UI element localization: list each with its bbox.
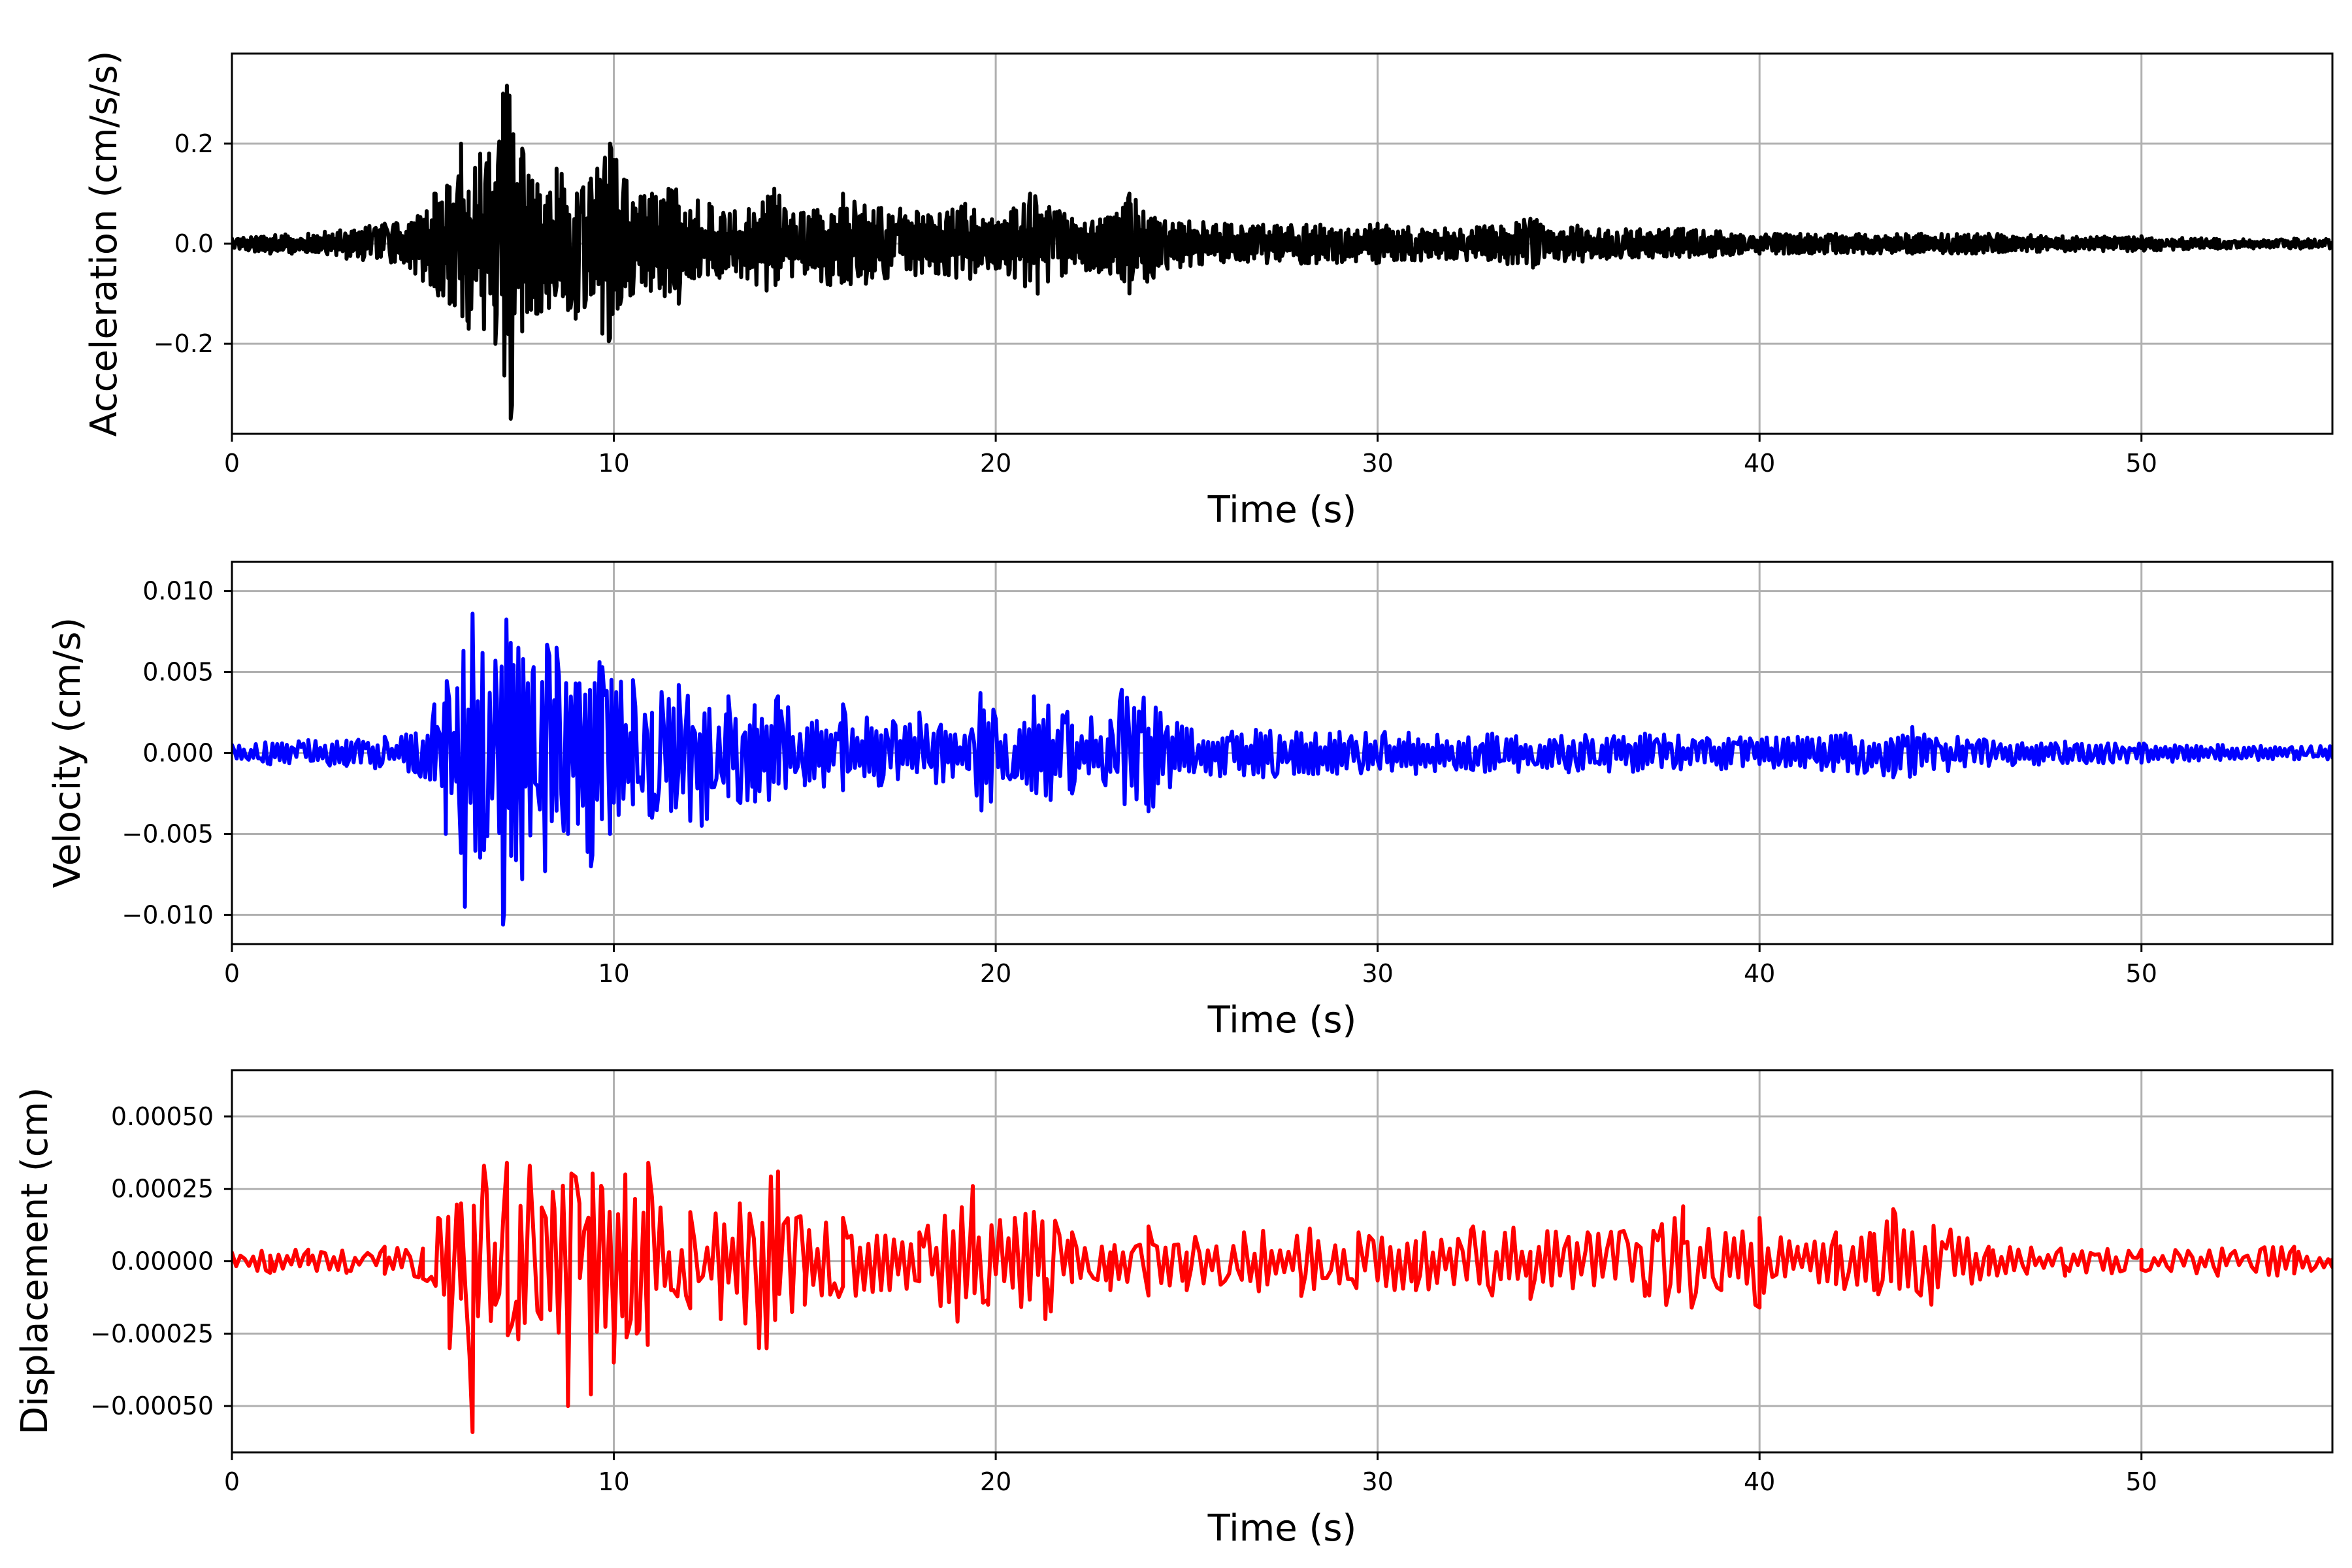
x-axis-label: Time (s) [1207, 489, 1357, 531]
y-axis-label: Velocity (cm/s) [46, 617, 89, 889]
y-tick-label: −0.005 [122, 819, 214, 848]
acceleration-panel: 0 10 20 30 40 50 −0.2 0.0 0.2 Time (s) Acceleratio… [83, 51, 2334, 531]
x-tick-label: 20 [980, 1467, 1011, 1496]
x-tick-label: 40 [1744, 959, 1775, 988]
x-tick-label: 40 [1744, 1467, 1775, 1496]
y-tick-label: −0.00025 [90, 1319, 214, 1348]
y-tick-label: 0.010 [142, 577, 214, 606]
x-axis-label: Time (s) [1207, 999, 1357, 1041]
x-tick-label: 10 [598, 449, 629, 478]
acceleration-series-line [232, 84, 2332, 421]
y-axis-label: Acceleration (cm/s/s) [83, 51, 125, 437]
x-tick-label: 30 [1362, 959, 1393, 988]
x-tick-label: 20 [980, 959, 1011, 988]
x-tick-label: 0 [224, 959, 240, 988]
y-axis-label: Displacement (cm) [14, 1087, 56, 1435]
velocity-panel: 0 10 20 30 40 50 −0.010 −0.005 0.000 0.005 0.010 Ti… [46, 561, 2334, 1041]
x-tick-label: 50 [2126, 449, 2157, 478]
displacement-series-line [232, 1160, 2332, 1434]
y-tick-label: 0.00025 [111, 1175, 214, 1203]
x-tick-label: 10 [598, 959, 629, 988]
x-tick-label: 20 [980, 449, 1011, 478]
x-tick-label: 50 [2126, 959, 2157, 988]
displacement-panel: 0 10 20 30 40 50 −0.00050 −0.00025 0.00000 0.0002… [14, 1069, 2334, 1550]
x-tick-label: 40 [1744, 449, 1775, 478]
x-tick-label: 50 [2126, 1467, 2157, 1496]
y-tick-label: −0.010 [122, 900, 214, 929]
y-tick-label: 0.005 [142, 658, 214, 687]
y-tick-label: −0.2 [154, 329, 214, 358]
y-tick-label: −0.00050 [90, 1392, 214, 1420]
velocity-series-line [232, 612, 2332, 927]
y-tick-label: 0.0 [174, 229, 214, 258]
y-tick-label: 0.000 [142, 739, 214, 768]
x-tick-label: 0 [224, 449, 240, 478]
y-tick-label: 0.00000 [111, 1247, 214, 1276]
x-axis-label: Time (s) [1207, 1507, 1357, 1550]
x-tick-label: 30 [1362, 449, 1393, 478]
x-tick-label: 0 [224, 1467, 240, 1496]
x-tick-label: 30 [1362, 1467, 1393, 1496]
y-tick-label: 0.00050 [111, 1102, 214, 1131]
x-tick-label: 10 [598, 1467, 629, 1496]
y-tick-label: 0.2 [174, 129, 214, 158]
